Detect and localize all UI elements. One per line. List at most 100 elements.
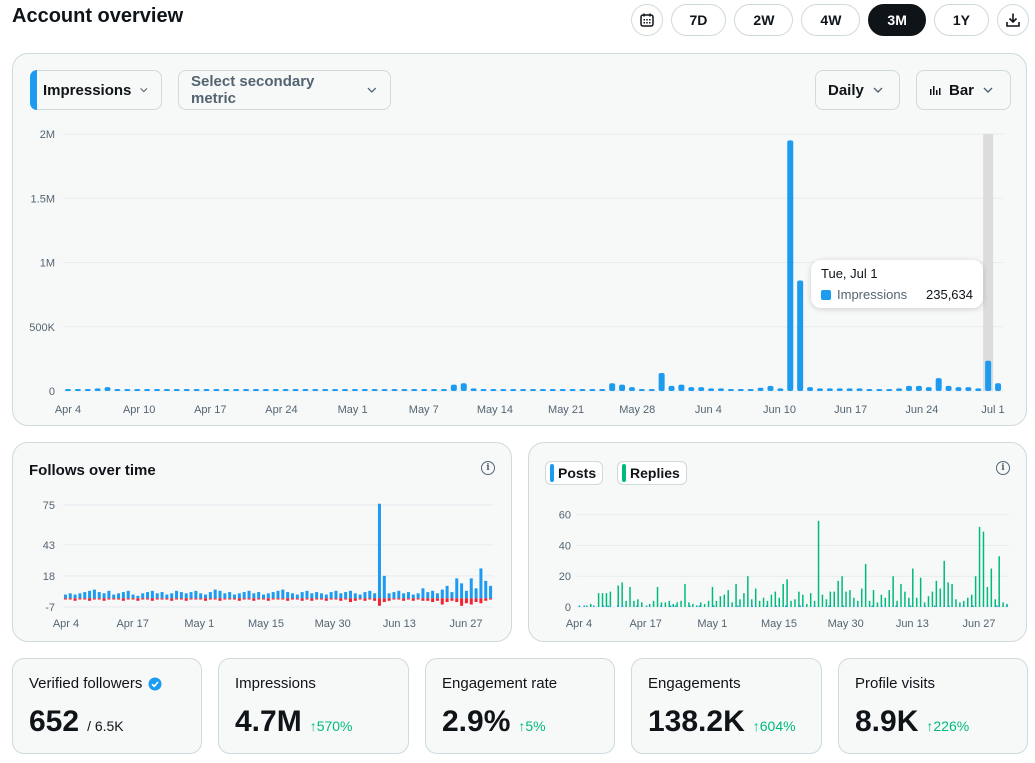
unfollows-bar: [242, 598, 246, 600]
impressions-bar: [520, 389, 527, 391]
replies-bar: [739, 599, 741, 607]
follows-bar: [252, 593, 256, 599]
replies-bar: [766, 600, 769, 607]
stat-card-impressions[interactable]: Impressions 4.7M ↑570%: [218, 658, 409, 754]
legend-posts[interactable]: Posts: [545, 461, 604, 485]
replies-bar: [782, 583, 784, 607]
unfollows-bar: [121, 598, 125, 601]
x-tick-label: May 1: [184, 618, 214, 630]
follows-bar: [126, 590, 130, 599]
replies-bar: [868, 600, 871, 607]
follows-bar: [271, 592, 275, 599]
unfollows-bar: [305, 598, 309, 600]
replies-bar: [872, 590, 875, 607]
secondary-metric-dropdown[interactable]: Select secondary metric: [178, 70, 391, 110]
info-icon[interactable]: i: [481, 461, 495, 475]
impressions-bar: [579, 389, 586, 391]
unfollows-bar: [102, 598, 106, 601]
follows-bar: [233, 594, 237, 599]
unfollows-bar: [73, 598, 77, 601]
stat-card-engagement-rate[interactable]: Engagement rate 2.9% ↑5%: [425, 658, 615, 754]
unfollows-bar: [445, 598, 449, 603]
stat-change: ↑570%: [310, 718, 353, 734]
follows-bar: [266, 593, 270, 599]
posts-bar: [948, 605, 950, 607]
impressions-bar: [569, 389, 576, 391]
replies-bar: [621, 582, 623, 607]
chart-style-dropdown[interactable]: Bar: [916, 70, 1011, 110]
y-tick-label: -7: [45, 602, 55, 614]
impressions-bar: [74, 389, 81, 391]
range-7d-button[interactable]: 7D: [670, 4, 727, 36]
range-2w-button[interactable]: 2W: [734, 4, 794, 36]
stat-value: 652: [29, 705, 80, 738]
interval-dropdown[interactable]: Daily: [815, 70, 900, 110]
impressions-bar: [440, 389, 447, 391]
hover-highlight: [983, 134, 994, 391]
chart-style-label: Bar: [949, 81, 975, 99]
replies-bar: [853, 597, 855, 607]
x-tick-label: Jul 1: [981, 404, 1004, 416]
posts-bar: [660, 605, 662, 607]
follows-bar: [107, 590, 111, 599]
unfollows-bar: [402, 598, 406, 601]
legend-replies[interactable]: Replies: [617, 461, 687, 485]
follows-bar: [83, 592, 87, 599]
replies-bar: [778, 597, 781, 607]
replies-bar: [601, 593, 604, 607]
posts-bar: [698, 605, 701, 607]
unfollows-bar: [146, 598, 150, 600]
replies-bar: [805, 603, 808, 607]
stat-card-verified-followers[interactable]: Verified followers 652 / 6.5K: [12, 658, 202, 754]
replies-bar: [990, 568, 993, 607]
info-icon[interactable]: i: [996, 461, 1010, 475]
download-button[interactable]: [997, 4, 1029, 36]
follows-bar: [281, 589, 285, 599]
stat-change-value: 5%: [525, 718, 546, 734]
unfollows-bar: [175, 598, 179, 600]
impressions-bar: [609, 383, 616, 391]
verified-badge-icon: [148, 677, 162, 690]
date-range-selector: 7D 2W 4W 3M 1Y: [630, 4, 1029, 36]
replies-bar: [919, 577, 922, 607]
impressions-bar: [114, 389, 121, 391]
posts-replies-bar-chart[interactable]: 60 40 20 0 Apr 4 Apr 17 May 1 May 15 May 30 Jun 1…: [529, 495, 1026, 635]
replies-bar: [692, 603, 694, 607]
stat-card-profile-visits[interactable]: Profile visits 8.9K ↑226%: [838, 658, 1028, 754]
follows-bar: [339, 593, 343, 599]
follows-bar: [179, 592, 183, 599]
follows-bar-chart[interactable]: 75 43 18 -7 Apr 4 Apr 17 May 1 May 15 May 30 Jun …: [13, 495, 511, 635]
posts-bar: [924, 605, 926, 607]
replies-bar: [915, 597, 918, 607]
impressions-bar: [589, 389, 596, 391]
follows-bar: [237, 593, 241, 599]
replies-bar: [931, 591, 934, 607]
impressions-bar: [193, 389, 200, 391]
replies-bar: [703, 603, 706, 607]
calendar-button[interactable]: [630, 4, 663, 36]
impressions-bar: [144, 389, 151, 391]
impressions-bar: [381, 389, 388, 391]
impressions-bar: [272, 389, 279, 391]
follows-bar: [455, 578, 459, 599]
range-1y-button[interactable]: 1Y: [933, 4, 989, 36]
replies-bar: [637, 599, 639, 607]
replies-bar: [786, 579, 788, 607]
range-3m-button[interactable]: 3M: [868, 4, 926, 36]
replies-bar: [735, 583, 737, 607]
impressions-bar: [134, 389, 141, 391]
follows-bar: [363, 592, 367, 599]
replies-bar: [711, 587, 714, 607]
stat-card-engagements[interactable]: Engagements 138.2K ↑604%: [631, 658, 822, 754]
replies-bar: [629, 587, 631, 607]
impressions-bar: [945, 385, 952, 391]
follows-bar: [305, 590, 309, 599]
replies-bar: [696, 605, 698, 607]
primary-metric-dropdown[interactable]: Impressions: [30, 70, 162, 110]
range-4w-button[interactable]: 4W: [801, 4, 861, 36]
arrow-up-icon: ↑: [309, 718, 317, 734]
impressions-bar: [747, 389, 754, 391]
replies-bar: [668, 600, 671, 607]
stat-change-value: 604%: [759, 718, 796, 734]
